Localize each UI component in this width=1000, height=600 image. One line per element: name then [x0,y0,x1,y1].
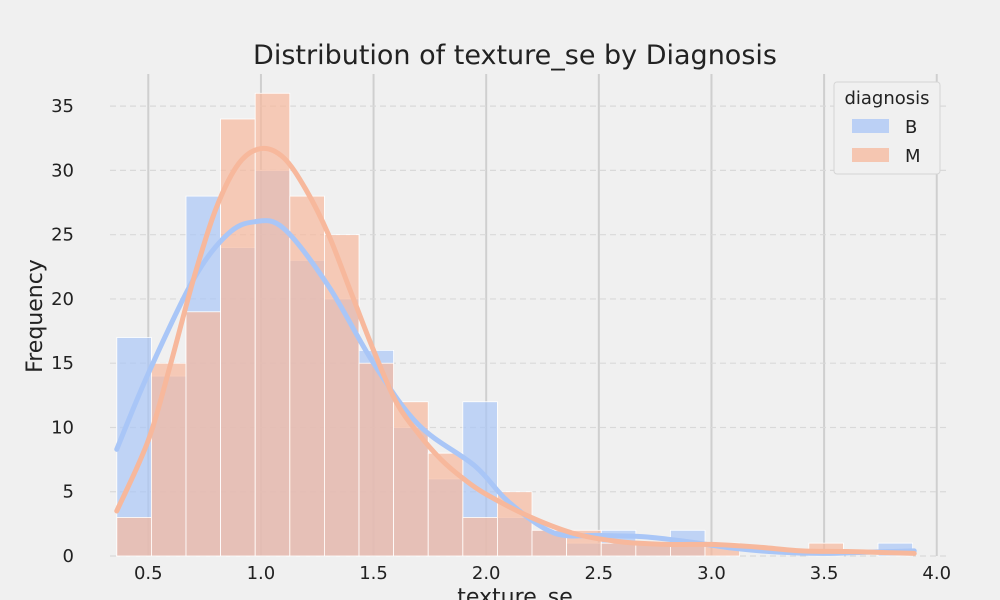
x-tick-label: 4.0 [922,563,951,584]
x-tick-label: 1.0 [247,563,276,584]
x-tick-label: 0.5 [134,563,163,584]
x-axis-label: texture_se [457,585,572,600]
kde-curves [114,145,917,556]
x-tick-label: 2.0 [472,563,501,584]
legend-swatch-m [852,148,889,162]
bar-m [531,529,568,557]
legend-swatch-b [852,119,889,133]
bar-m [116,517,152,557]
y-axis-label: Frequency [23,259,48,373]
bar-m [324,234,360,557]
legend-label-b: B [905,117,917,138]
y-tick-label: 30 [51,160,74,181]
y-tick-label: 25 [51,225,74,246]
y-tick-label: 0 [63,546,74,567]
legend-title: diagnosis [844,88,929,109]
kde-line-b [114,218,917,556]
y-tick-label: 10 [51,417,74,438]
x-tick-label: 3.5 [810,563,839,584]
y-tick-label: 15 [51,353,74,374]
kde-line-m [114,145,917,556]
y-tick-label: 20 [51,289,74,310]
tick-labels: 0.5 1.0 1.5 2.0 2.5 3.0 3.5 4.0 0 5 10 15 20 25 30 35 [51,96,951,584]
bar-m [289,195,325,557]
bar-m [462,517,498,557]
y-tick-label: 5 [63,482,74,503]
bar-m [358,362,395,557]
bar-m [427,452,464,557]
bar-m [254,92,291,557]
x-tick-label: 1.5 [359,563,388,584]
bars [116,92,914,557]
legend-label-m: M [905,146,921,167]
legend: diagnosis B M [833,81,941,175]
y-tick-label: 35 [51,96,74,117]
bar-m [151,362,187,557]
bar-m [220,118,256,557]
x-tick-label: 2.5 [585,563,614,584]
chart-title: Distribution of texture_se by Diagnosis [253,40,777,71]
x-tick-label: 3.0 [697,563,726,584]
bar-m [185,311,222,557]
